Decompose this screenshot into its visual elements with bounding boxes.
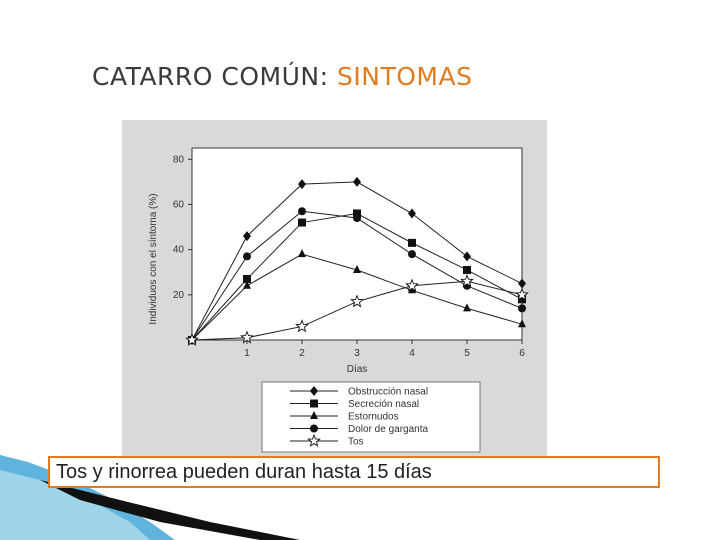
corner-wave-light	[0, 470, 150, 540]
point-obstruccion-nasal-3	[353, 176, 361, 187]
point-tos-3	[350, 294, 364, 308]
legend-marker-tos	[307, 433, 321, 447]
point-estornudos-2	[298, 249, 306, 258]
point-tos-6	[515, 287, 529, 301]
point-obstruccion-nasal-2	[298, 179, 306, 190]
x-axis-label: Días	[347, 364, 368, 375]
point-obstruccion-nasal-1	[243, 231, 251, 242]
point-estornudos-1	[243, 280, 251, 289]
slide-title: CATARRO COMÚN: SINTOMAS	[92, 62, 472, 91]
point-tos-0	[185, 332, 199, 346]
point-tos-2	[295, 319, 309, 333]
legend-label-obstruccion-nasal: Obstrucción nasal	[348, 387, 428, 398]
legend-marker-dolor-de-garganta	[310, 424, 318, 433]
caption-text: Tos y rinorrea pueden duran hasta 15 día…	[56, 461, 432, 483]
point-estornudos-3	[353, 264, 361, 273]
legend-label-tos: Tos	[348, 437, 364, 448]
symptom-line-chart: 20 40 60 80 1 2 3 4 5 6 Días Individuos con el sínt…	[148, 147, 529, 453]
x-tick-label-6: 6	[519, 348, 525, 359]
point-secrecion-nasal-1	[243, 275, 251, 284]
y-tick-label-20: 20	[173, 290, 185, 301]
legend-marker-obstruccion-nasal	[310, 386, 318, 396]
point-dolor-de-garganta-4	[408, 250, 416, 259]
point-obstruccion-nasal-5	[463, 251, 471, 262]
y-tick-label-60: 60	[173, 199, 185, 210]
x-tick-label-4: 4	[409, 348, 415, 359]
point-dolor-de-garganta-3	[353, 214, 361, 223]
legend-marker-estornudos	[310, 411, 318, 419]
x-tick-label-1: 1	[244, 348, 250, 359]
point-estornudos-5	[463, 303, 471, 312]
y-tick-label-80: 80	[173, 154, 185, 165]
legend-box	[261, 381, 481, 453]
point-dolor-de-garganta-1	[243, 252, 251, 261]
point-estornudos-4	[408, 285, 416, 294]
point-obstruccion-nasal-6	[518, 278, 526, 289]
x-tick-label-3: 3	[354, 348, 360, 359]
point-tos-4	[405, 278, 419, 292]
point-secrecion-nasal-4	[408, 238, 416, 247]
legend-label-dolor-de-garganta: Dolor de garganta	[348, 424, 428, 435]
slide-title-main: CATARRO COMÚN:	[92, 62, 329, 91]
point-tos-1	[240, 330, 254, 344]
plot-area	[191, 147, 523, 341]
y-axis-label: Individuos con el síntoma (%)	[148, 193, 159, 324]
point-dolor-de-garganta-2	[298, 207, 306, 216]
point-secrecion-nasal-5	[463, 265, 471, 274]
legend-marker-secrecion-nasal	[310, 399, 318, 408]
x-tick-label-2: 2	[299, 348, 305, 359]
caption-box: Tos y rinorrea pueden duran hasta 15 día…	[48, 456, 660, 488]
legend-label-secrecion-nasal: Secreción nasal	[348, 399, 419, 410]
slide-title-accent: SINTOMAS	[337, 62, 473, 91]
x-tick-label-5: 5	[464, 348, 470, 359]
y-tick-label-40: 40	[173, 245, 185, 256]
point-secrecion-nasal-2	[298, 218, 306, 227]
point-tos-5	[460, 274, 474, 288]
chart-figure: 20 40 60 80 1 2 3 4 5 6 Días Individuos con el sínt…	[122, 120, 547, 460]
legend-label-estornudos: Estornudos	[348, 412, 399, 423]
point-secrecion-nasal-3	[353, 209, 361, 218]
point-estornudos-6	[518, 319, 526, 328]
point-secrecion-nasal-6	[518, 295, 526, 304]
point-dolor-de-garganta-6	[518, 304, 526, 313]
point-obstruccion-nasal-4	[408, 208, 416, 219]
